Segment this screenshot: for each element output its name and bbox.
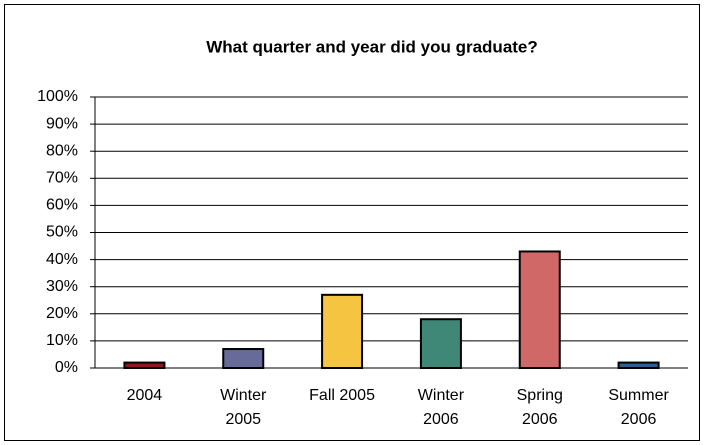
- x-tick-label-line: 2005: [225, 411, 261, 428]
- x-tick-label: Winter 2006: [418, 387, 465, 428]
- y-tick-label: 30%: [46, 278, 78, 295]
- x-tick-label: Winter 2005: [220, 387, 267, 428]
- chart-title: What quarter and year did you graduate?: [206, 37, 538, 56]
- y-tick-label: 80%: [46, 142, 78, 159]
- x-tick-label: Summer 2006: [608, 387, 669, 428]
- y-tick-label: 100%: [37, 88, 78, 105]
- x-tick-label-line: 2006: [522, 411, 558, 428]
- x-tick-label: 2004: [127, 387, 163, 404]
- x-tick-label-line: 2004: [127, 387, 163, 404]
- x-tick-label-line: Spring: [517, 387, 563, 404]
- bar: [419, 318, 462, 369]
- x-tick-label-line: 2006: [423, 411, 459, 428]
- y-tick-label: 40%: [46, 251, 78, 268]
- y-tick-label: 0%: [55, 359, 78, 376]
- y-tick-label: 70%: [46, 170, 78, 187]
- bar: [222, 348, 265, 369]
- x-tick-label: Spring 2006: [517, 387, 563, 428]
- y-tick-label: 50%: [46, 224, 78, 241]
- x-tick-label: Fall 2005: [309, 387, 375, 404]
- y-tick-label: 10%: [46, 332, 78, 349]
- x-tick-label-line: 2006: [621, 411, 657, 428]
- bar: [123, 361, 166, 369]
- bar: [321, 293, 364, 369]
- chart-border: [4, 4, 700, 441]
- y-tick-label: 60%: [46, 197, 78, 214]
- x-tick-label-line: Winter: [220, 387, 267, 404]
- x-tick-label-line: Summer: [608, 387, 669, 404]
- y-tick-label: 20%: [46, 305, 78, 322]
- bar: [617, 361, 660, 369]
- x-tick-label-line: Winter: [418, 387, 465, 404]
- y-tick-label: 90%: [46, 115, 78, 132]
- x-tick-label-line: Fall 2005: [309, 387, 375, 404]
- bar: [518, 250, 561, 369]
